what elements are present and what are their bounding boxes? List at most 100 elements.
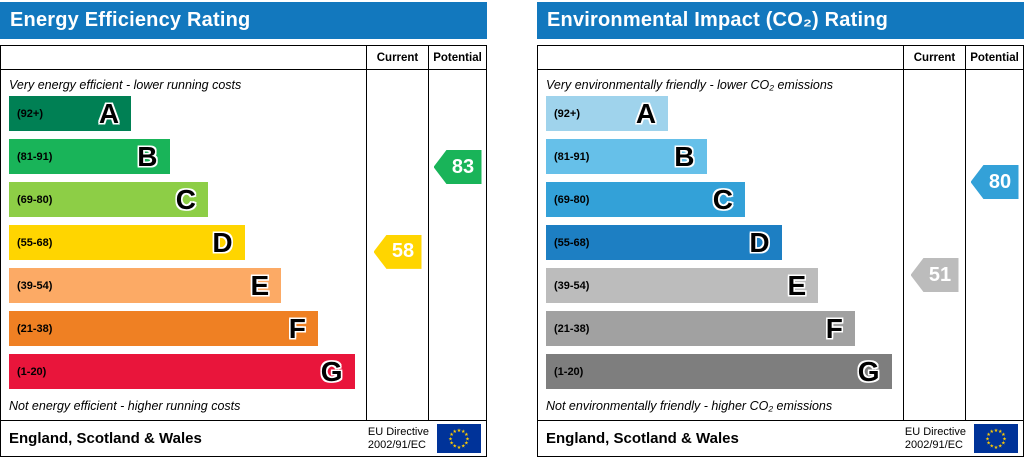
- eu-directive-line2: 2002/91/EC: [904, 438, 963, 451]
- band-grade-letter: F: [825, 312, 843, 344]
- potential-rating-value: 83: [451, 155, 475, 178]
- chart-footer: England, Scotland & Wales EU Directive 2…: [538, 420, 1023, 456]
- environmental-impact-chart: Current Potential Very environmentally f…: [537, 45, 1024, 457]
- svg-text:★: ★: [461, 444, 466, 450]
- rating-band-bar: (1-20) G: [546, 354, 892, 389]
- rating-band-bar: (92+) A: [9, 96, 132, 131]
- rating-band-c: (69-80) C: [9, 182, 358, 217]
- eu-directive-label: EU Directive 2002/91/EC: [905, 426, 966, 452]
- top-scale-note: Very energy efficient - lower running co…: [9, 78, 242, 92]
- rating-band-bar: (81-91) B: [546, 139, 707, 174]
- band-range-label: (92+): [17, 107, 43, 120]
- current-rating-value: 58: [391, 240, 415, 263]
- eu-directive-label: EU Directive 2002/91/EC: [368, 426, 429, 452]
- svg-text:★: ★: [457, 428, 462, 434]
- potential-rating-arrow: 83: [433, 150, 482, 184]
- current-rating-value: 51: [928, 263, 952, 286]
- band-range-label: (21-38): [17, 322, 53, 335]
- band-range-label: (21-38): [554, 322, 590, 335]
- rating-bands: (92+) A (81-91) B (69-80) C (55-68) D (39-54) E (2…: [546, 96, 895, 389]
- header-spacer: [538, 46, 903, 70]
- svg-text:★: ★: [464, 441, 469, 447]
- rating-band-bar: (69-80) C: [9, 182, 208, 217]
- rating-band-bar: (55-68) D: [9, 225, 245, 260]
- rating-band-e: (39-54) E: [546, 268, 895, 303]
- page-title: Energy Efficiency Rating: [10, 9, 251, 31]
- current-column-header: Current: [903, 46, 965, 70]
- potential-rating-column: 83: [428, 70, 486, 420]
- band-range-label: (1-20): [17, 365, 47, 378]
- rating-band-bar: (39-54) E: [546, 268, 819, 303]
- rating-band-bar: (81-91) B: [9, 139, 170, 174]
- current-rating-column: 58: [366, 70, 428, 420]
- current-rating-column: 51: [903, 70, 965, 420]
- region-label: England, Scotland & Wales: [9, 430, 202, 447]
- svg-text:★: ★: [449, 441, 454, 447]
- bottom-scale-note: Not energy efficient - higher running co…: [9, 399, 241, 413]
- svg-text:★: ★: [464, 432, 469, 438]
- band-range-label: (81-91): [17, 150, 53, 163]
- rating-band-b: (81-91) B: [546, 139, 895, 174]
- region-label: England, Scotland & Wales: [546, 430, 739, 447]
- band-grade-letter: G: [320, 355, 343, 387]
- eu-flag: ★ ★ ★ ★ ★ ★ ★ ★ ★ ★ ★ ★: [974, 424, 1018, 453]
- rating-band-bar: (1-20) G: [9, 354, 355, 389]
- svg-text:★: ★: [448, 436, 453, 442]
- rating-band-a: (92+) A: [9, 96, 358, 131]
- rating-band-e: (39-54) E: [9, 268, 358, 303]
- band-range-label: (69-80): [17, 193, 53, 206]
- svg-text:★: ★: [1002, 436, 1007, 442]
- svg-text:★: ★: [994, 445, 999, 451]
- rating-band-bar: (92+) A: [546, 96, 669, 131]
- svg-text:★: ★: [990, 444, 995, 450]
- band-grade-letter: C: [712, 183, 733, 215]
- energy-efficiency-chart: Current Potential Very energy efficient …: [0, 45, 487, 457]
- svg-text:★: ★: [994, 428, 999, 434]
- band-range-label: (39-54): [554, 279, 590, 292]
- chart-footer: England, Scotland & Wales EU Directive 2…: [1, 420, 486, 456]
- band-grade-letter: D: [749, 226, 770, 258]
- svg-text:★: ★: [457, 445, 462, 451]
- band-range-label: (92+): [554, 107, 580, 120]
- bottom-scale-note: Not environmentally friendly - higher CO…: [546, 399, 833, 413]
- svg-text:★: ★: [449, 432, 454, 438]
- band-range-label: (55-68): [554, 236, 590, 249]
- environmental-impact-panel: Environmental Impact (CO₂) Rating Curren…: [537, 2, 1024, 457]
- current-rating-arrow: 58: [373, 234, 422, 269]
- eu-directive-line1: EU Directive: [367, 425, 429, 438]
- header-spacer: [1, 46, 366, 70]
- svg-text:★: ★: [985, 436, 990, 442]
- potential-rating-arrow: 80: [970, 165, 1019, 199]
- svg-text:★: ★: [986, 432, 991, 438]
- chart-main-area: Very energy efficient - lower running co…: [1, 70, 366, 420]
- svg-text:★: ★: [461, 429, 466, 435]
- band-range-label: (39-54): [17, 279, 53, 292]
- potential-rating-value: 80: [988, 170, 1012, 193]
- potential-column-header: Potential: [428, 46, 486, 70]
- rating-band-d: (55-68) D: [9, 225, 358, 260]
- rating-band-f: (21-38) F: [546, 311, 895, 346]
- rating-band-d: (55-68) D: [546, 225, 895, 260]
- potential-rating-column: 80: [965, 70, 1023, 420]
- svg-text:★: ★: [998, 429, 1003, 435]
- eu-flag: ★ ★ ★ ★ ★ ★ ★ ★ ★ ★ ★ ★: [437, 424, 481, 453]
- band-grade-letter: E: [787, 269, 807, 301]
- current-rating-arrow: 51: [910, 258, 959, 292]
- energy-efficiency-panel: Energy Efficiency Rating Current Potenti…: [0, 2, 487, 457]
- svg-text:★: ★: [453, 429, 458, 435]
- band-grade-letter: E: [250, 269, 270, 301]
- rating-band-a: (92+) A: [546, 96, 895, 131]
- eu-directive-line1: EU Directive: [904, 425, 966, 438]
- rating-band-f: (21-38) F: [9, 311, 358, 346]
- svg-text:★: ★: [998, 444, 1003, 450]
- top-scale-note: Very environmentally friendly - lower CO…: [546, 78, 834, 92]
- environmental-impact-title-bar: Environmental Impact (CO₂) Rating: [537, 2, 1024, 39]
- rating-band-c: (69-80) C: [546, 182, 895, 217]
- rating-band-b: (81-91) B: [9, 139, 358, 174]
- svg-text:★: ★: [986, 441, 991, 447]
- band-grade-letter: B: [674, 140, 695, 172]
- rating-band-g: (1-20) G: [9, 354, 358, 389]
- band-grade-letter: B: [137, 140, 158, 172]
- rating-band-bar: (55-68) D: [546, 225, 782, 260]
- current-column-header: Current: [366, 46, 428, 70]
